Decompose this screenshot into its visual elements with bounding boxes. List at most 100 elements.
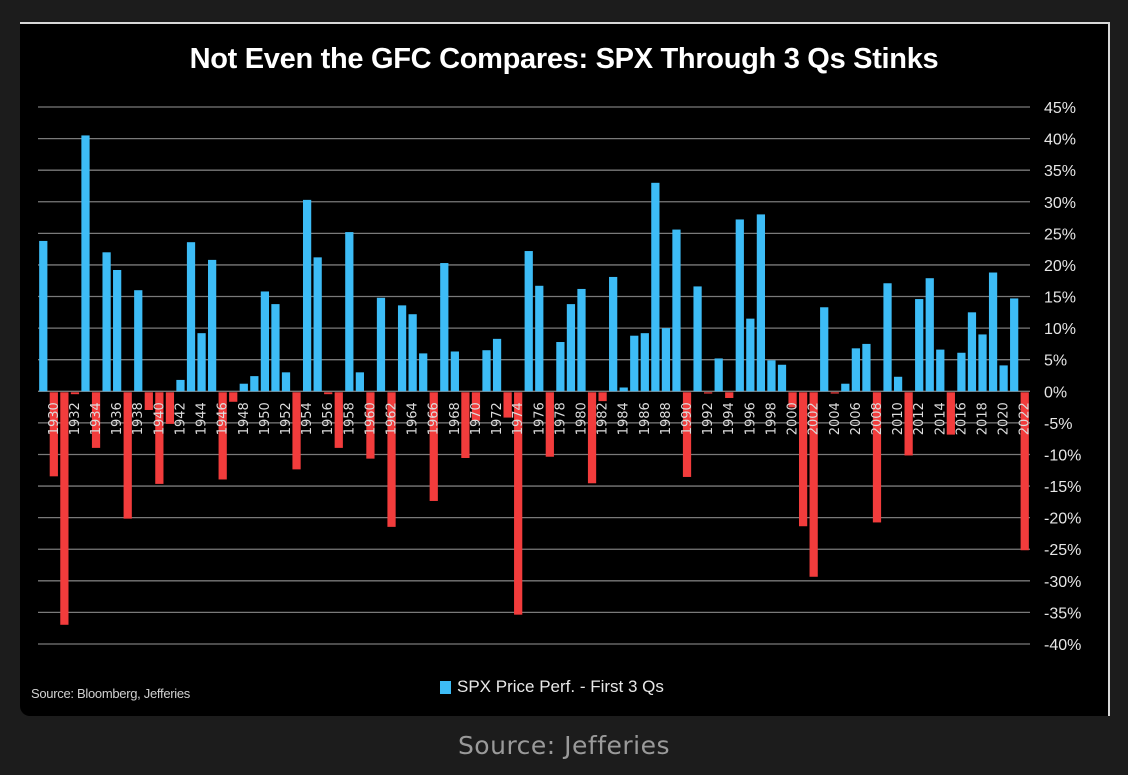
x-tick-label: 2004 — [828, 402, 843, 435]
bar-1962 — [387, 392, 396, 527]
x-tick-label: 2000 — [786, 402, 801, 435]
bar-2011 — [904, 392, 913, 456]
bar-1937 — [123, 392, 132, 519]
bar-1992 — [704, 392, 713, 394]
bar-1985 — [630, 335, 639, 392]
y-tick-label: 45% — [1044, 100, 1076, 117]
bar-2007 — [862, 343, 871, 392]
bar-1993 — [714, 358, 723, 392]
x-tick-label: 1966 — [427, 402, 442, 435]
bar-2004 — [830, 392, 839, 394]
bar-1965 — [419, 353, 428, 392]
y-tick-label: -40% — [1044, 637, 1081, 654]
bar-1974 — [514, 392, 523, 615]
bar-2000 — [788, 392, 797, 408]
bar-1994 — [725, 392, 734, 398]
bar-1952 — [281, 372, 291, 392]
x-tick-label: 2002 — [807, 402, 822, 435]
bar-2008 — [872, 392, 882, 523]
bar-1995 — [735, 219, 744, 392]
bar-1981 — [587, 392, 597, 484]
bar-1989 — [672, 229, 681, 392]
bar-2009 — [883, 283, 892, 392]
x-tick-label: 1994 — [722, 402, 737, 435]
x-tick-label: 1948 — [237, 402, 252, 435]
bar-1970 — [471, 392, 481, 421]
bar-1946 — [218, 392, 227, 480]
y-tick-label: 25% — [1044, 226, 1076, 243]
bar-1950 — [260, 291, 270, 392]
bar-1940 — [155, 392, 164, 484]
bar-1977 — [545, 392, 554, 457]
x-tick-label: 2010 — [891, 402, 906, 435]
x-tick-label: 1936 — [110, 402, 125, 435]
bar-2019 — [988, 272, 998, 392]
bar-1980 — [577, 288, 586, 392]
y-tick-label: 0% — [1044, 384, 1067, 401]
x-tick-label: 1976 — [532, 402, 547, 435]
image-caption: Source: Jefferies — [457, 731, 671, 760]
bar-1943 — [186, 242, 196, 392]
bar-1975 — [524, 251, 533, 392]
y-tick-label: -35% — [1044, 605, 1081, 622]
x-tick-label: 1996 — [743, 402, 758, 435]
bar-1959 — [355, 372, 364, 392]
bar-2022 — [1020, 392, 1029, 551]
bar-1991 — [693, 286, 702, 392]
x-tick-label: 2016 — [954, 402, 969, 435]
bar-1972 — [492, 338, 502, 392]
x-tick-label: 1982 — [596, 402, 611, 435]
bar-1954 — [302, 199, 312, 392]
bar-1976 — [535, 285, 544, 392]
x-tick-label: 2020 — [997, 402, 1012, 435]
bar-1964 — [408, 314, 417, 392]
y-tick-label: -5% — [1044, 416, 1072, 433]
bar-1931 — [60, 392, 69, 625]
x-tick-label: 1960 — [363, 402, 378, 435]
y-tick-label: -30% — [1044, 574, 1081, 591]
bar-1934 — [91, 392, 101, 448]
bar-1966 — [429, 392, 438, 501]
bar-2014 — [936, 349, 945, 392]
y-tick-label: -10% — [1044, 447, 1081, 464]
bar-1948 — [239, 383, 248, 392]
bar-1967 — [440, 263, 449, 392]
legend-swatch — [440, 680, 451, 694]
bar-2005 — [841, 383, 850, 392]
x-tick-label: 1938 — [131, 402, 146, 435]
x-tick-label: 1952 — [279, 402, 294, 435]
x-tick-label: 1962 — [385, 402, 400, 435]
bar-1960 — [366, 392, 375, 459]
bar-1955 — [313, 257, 322, 392]
x-tick-label: 1980 — [574, 402, 589, 435]
bar-2021 — [1010, 298, 1019, 392]
bar-2017 — [967, 312, 977, 392]
bar-1984 — [619, 387, 628, 392]
bar-1987 — [651, 182, 660, 392]
bar-1949 — [250, 376, 259, 392]
bar-2015 — [946, 392, 955, 435]
bar-1935 — [102, 252, 111, 392]
x-tick-label: 1992 — [701, 402, 716, 435]
y-tick-label: 40% — [1044, 132, 1076, 149]
bar-1933 — [81, 135, 90, 392]
y-axis-labels: 45% 40% 35% 30% 25% 20% 15% 10% 5% 0% -5% -10% -15% -… — [1044, 100, 1081, 654]
bar-1979 — [566, 304, 576, 392]
x-tick-label: 1946 — [216, 402, 231, 435]
x-tick-label: 2008 — [870, 402, 885, 435]
x-axis-labels: 1930 1932 1934 1936 1938 1940 1942 1944 1946 1948… — [47, 402, 1033, 435]
legend-label: SPX Price Perf. - First 3 Qs — [457, 677, 664, 696]
y-tick-label: 10% — [1044, 321, 1076, 338]
x-tick-label: 1934 — [89, 402, 104, 435]
x-tick-label: 1940 — [152, 402, 167, 435]
bar-2018 — [978, 334, 987, 392]
bar-1956 — [324, 392, 333, 395]
x-tick-label: 1958 — [342, 402, 357, 435]
bar-1945 — [208, 259, 217, 392]
x-tick-label: 2022 — [1018, 402, 1033, 435]
bar-1961 — [376, 297, 386, 392]
bar-1938 — [134, 290, 143, 392]
y-tick-label: 15% — [1044, 290, 1076, 307]
bar-1986 — [640, 333, 649, 392]
